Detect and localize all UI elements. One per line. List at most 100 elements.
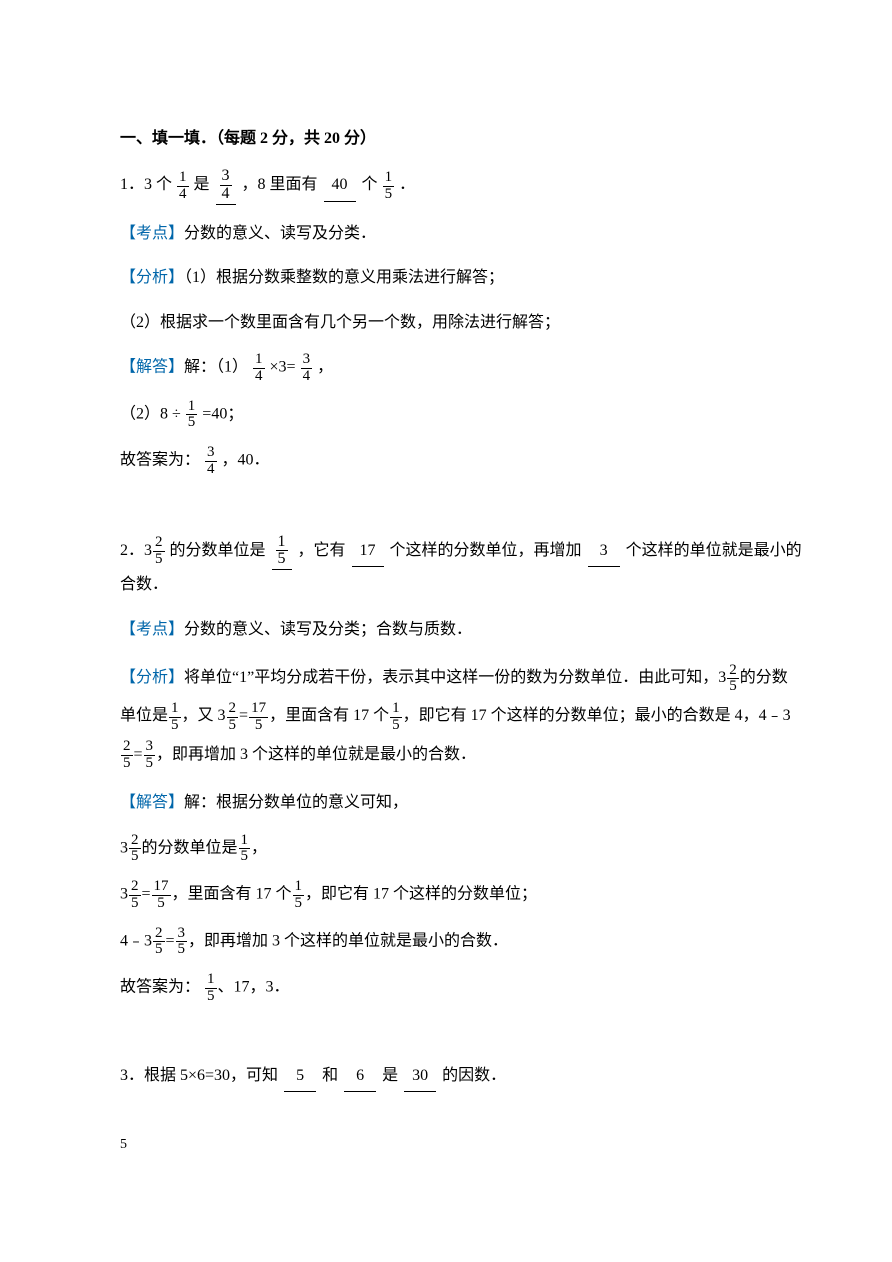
q2-jd-line2: 325=175，里面含有 17 个15，即它有 17 个这样的分数单位； <box>120 879 802 912</box>
frac-den: 5 <box>727 679 739 695</box>
q2-l1-pre: 3 <box>120 839 128 856</box>
frac-den: 5 <box>383 187 395 203</box>
q2-blank-a: 1 5 <box>272 534 292 571</box>
q1-stem: 1．3 个 1 4 是 3 4 ，8 里面有 40 个 1 5 ． <box>120 168 802 205</box>
frac-den: 5 <box>144 756 156 772</box>
frac-den: 5 <box>205 989 217 1005</box>
frac-num: 2 <box>727 663 739 680</box>
q2-l2-f2: 175 <box>151 879 172 912</box>
q2-l3-mid: = <box>166 932 175 949</box>
q2-mid3: 个这样的分数单位，再增加 <box>390 542 582 559</box>
frac-den: 4 <box>205 462 217 478</box>
q2-ans-frac: 1 5 <box>204 972 218 1005</box>
q2-answer: 故答案为： 1 5 、17，3． <box>120 972 802 1005</box>
q2-mid1: 的分数单位是 <box>170 542 266 559</box>
q3-mid2: 是 <box>382 1067 398 1084</box>
frac-num: 3 <box>144 739 156 756</box>
frac-den: 4 <box>177 187 189 203</box>
q3-tail: 的因数． <box>442 1067 506 1084</box>
q1-jd-mid: ×3= <box>270 359 296 376</box>
frac-num: 17 <box>152 879 171 896</box>
q2-l1-tail: ， <box>251 839 267 856</box>
q1-jd-frac1: 1 4 <box>252 352 266 385</box>
q1-frac-a: 1 4 <box>176 170 190 203</box>
frac-den: 5 <box>129 896 141 912</box>
q2-l3-f1: 25 <box>152 926 166 959</box>
q2-fx-m5: ，即它有 17 个这样的分数单位；最小的合数是 4，4﹣3 <box>403 707 791 724</box>
frac-den: 5 <box>129 849 141 865</box>
q2-ans-pre: 故答案为： <box>120 979 200 996</box>
q2-l1-f2: 15 <box>238 833 252 866</box>
q1-fenxi-line2: （2）根据求一个数里面含有几个另一个数，用除法进行解答； <box>120 308 802 338</box>
label-kaodian: 【考点】 <box>120 621 184 638</box>
frac-num: 2 <box>121 739 133 756</box>
frac-num: 1 <box>383 170 395 187</box>
q1-jieda-line2: （2）8 ÷ 1 5 =40； <box>120 399 802 432</box>
q1-blank-a: 3 4 <box>216 168 236 205</box>
q1-kd-text: 分数的意义、读写及分类． <box>184 225 376 242</box>
q2-fx-f6: 25 <box>120 739 134 772</box>
frac-den: 5 <box>249 718 268 734</box>
q3-blank-a: 5 <box>284 1061 316 1092</box>
frac-den: 5 <box>276 551 288 568</box>
q2-ans-tail: 、17，3． <box>218 979 290 996</box>
frac-num: 1 <box>390 701 402 718</box>
q2-fx-m7: ，即再增加 3 个这样的单位就是最小的合数． <box>156 746 476 763</box>
q1-l2-pre: （2）8 ÷ <box>120 405 181 422</box>
q2-l2-pre: 3 <box>120 886 128 903</box>
frac-den: 5 <box>121 756 133 772</box>
q1-jd-frac2: 3 4 <box>300 352 314 385</box>
q3-blank-b: 6 <box>344 1061 376 1092</box>
frac-num: 1 <box>276 534 288 552</box>
spacer <box>120 1019 802 1047</box>
q2-fx-f1: 25 <box>726 663 740 696</box>
frac-den: 5 <box>186 415 198 431</box>
q2-blank-b: 17 <box>352 536 384 567</box>
q2-blank-c: 3 <box>588 536 620 567</box>
q1-kaodian: 【考点】分数的意义、读写及分类． <box>120 219 802 249</box>
q1-mid1: 是 <box>194 176 210 193</box>
frac-num: 1 <box>205 972 217 989</box>
frac-den: 4 <box>253 369 265 385</box>
frac-den: 5 <box>153 552 165 568</box>
frac-num: 2 <box>129 879 141 896</box>
frac-den: 4 <box>220 186 232 203</box>
q1-answer: 故答案为： 3 4 ，40． <box>120 445 802 478</box>
frac-den: 5 <box>176 942 188 958</box>
q2-l2-mid1: = <box>142 886 151 903</box>
frac-den: 5 <box>153 942 165 958</box>
label-fenxi: 【分析】 <box>120 669 184 686</box>
q2-fx-f4: 175 <box>248 701 269 734</box>
frac-den: 4 <box>301 369 313 385</box>
label-kaodian: 【考点】 <box>120 225 184 242</box>
q2-l2-f3: 15 <box>292 879 306 912</box>
frac-den: 5 <box>390 718 402 734</box>
q1-pre: 1．3 个 <box>120 176 172 193</box>
label-jieda: 【解答】 <box>120 794 184 811</box>
q2-l2-tail: ，即它有 17 个这样的分数单位； <box>305 886 537 903</box>
label-fenxi: 【分析】 <box>120 269 184 286</box>
q2-l2-f1: 25 <box>128 879 142 912</box>
q3-blank-c: 30 <box>404 1061 436 1092</box>
frac-num: 2 <box>153 926 165 943</box>
q2-fx-m3: = <box>239 707 248 724</box>
q2-l3-f2: 35 <box>175 926 189 959</box>
q2-fx-f2: 15 <box>168 701 182 734</box>
q2-mid2: ，它有 <box>298 542 346 559</box>
q2-fx-m6: = <box>134 746 143 763</box>
frac-num: 1 <box>239 833 251 850</box>
q1-ans-mid: ，40． <box>222 452 270 469</box>
frac-num: 3 <box>205 445 217 462</box>
label-jieda: 【解答】 <box>120 359 184 376</box>
q1-mid2: ，8 里面有 <box>242 176 318 193</box>
frac-num: 2 <box>129 833 141 850</box>
frac-den: 5 <box>169 718 181 734</box>
frac-num: 1 <box>293 879 305 896</box>
frac-den: 5 <box>152 896 171 912</box>
frac-num: 17 <box>249 701 268 718</box>
q1-frac-b: 1 5 <box>382 170 396 203</box>
q3-stem: 3．根据 5×6=30，可知 5 和 6 是 30 的因数． <box>120 1061 802 1092</box>
q2-pre: 2．3 <box>120 542 152 559</box>
document-page: 一、填一填．（每题 2 分，共 20 分） 1．3 个 1 4 是 3 4 ，8… <box>0 0 892 1199</box>
q2-stem: 2．3 2 5 的分数单位是 1 5 ，它有 17 个这样的分数单位，再增加 3… <box>120 534 802 601</box>
